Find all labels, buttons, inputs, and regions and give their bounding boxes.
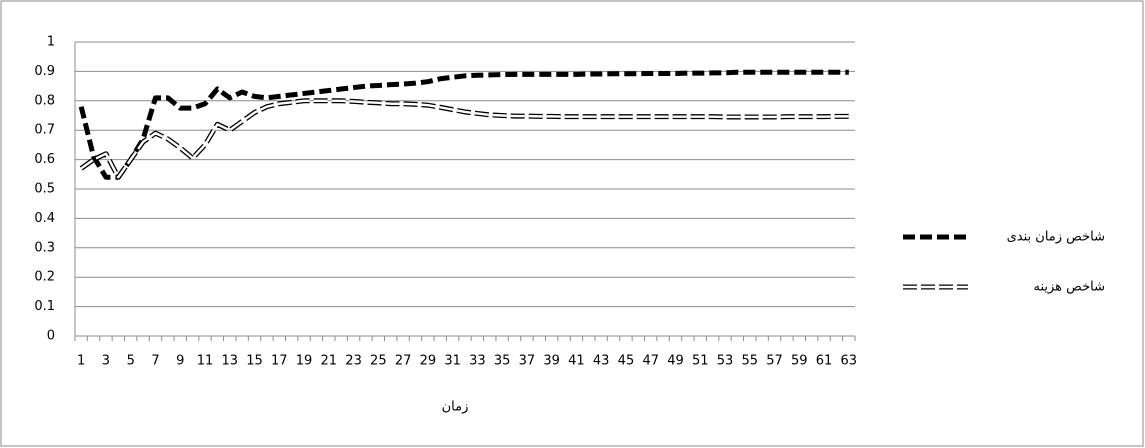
y-tick-label: 0.9	[34, 64, 55, 79]
x-tick-label: 45	[618, 354, 635, 369]
x-tick-label: 9	[176, 354, 184, 369]
series-line-inner	[80, 99, 849, 179]
x-tick-label: 61	[816, 354, 833, 369]
series-line	[78, 69, 849, 180]
y-tick-label: 1	[47, 35, 55, 50]
y-tick-label: 0.1	[34, 299, 55, 314]
x-tick-label: 63	[841, 354, 858, 369]
y-tick-label: 0.4	[34, 211, 55, 226]
x-tick-label: 15	[246, 354, 263, 369]
x-tick-label: 33	[469, 354, 486, 369]
x-tick-label: 17	[271, 354, 288, 369]
x-tick-label: 3	[102, 354, 110, 369]
x-tick-label: 53	[717, 354, 734, 369]
x-tick-label: 39	[543, 354, 560, 369]
y-tick-label: 0.5	[34, 182, 55, 197]
x-tick-label: 25	[370, 354, 387, 369]
x-tick-label: 31	[444, 354, 461, 369]
y-tick-label: 0.6	[34, 152, 55, 167]
x-tick-label: 55	[741, 354, 758, 369]
x-tick-label: 49	[667, 354, 684, 369]
x-tick-label: 23	[345, 354, 362, 369]
x-tick-label: 57	[766, 354, 783, 369]
y-tick-label: 0.3	[34, 240, 55, 255]
x-tick-label: 47	[642, 354, 659, 369]
x-tick-label: 19	[296, 354, 313, 369]
x-tick-label: 27	[395, 354, 412, 369]
y-tick-label: 0.8	[34, 93, 55, 108]
x-tick-label: 51	[692, 354, 709, 369]
y-tick-label: 0	[47, 329, 55, 344]
x-tick-label: 41	[568, 354, 585, 369]
x-tick-label: 21	[321, 354, 338, 369]
x-tick-label: 5	[127, 354, 135, 369]
x-tick-label: 35	[494, 354, 511, 369]
x-tick-label: 59	[791, 354, 808, 369]
x-tick-label: 1	[77, 354, 85, 369]
legend-label: شاخص زمان بندی	[1007, 230, 1105, 245]
y-tick-label: 0.7	[34, 123, 55, 138]
x-tick-label: 11	[197, 354, 214, 369]
x-tick-label: 29	[420, 354, 437, 369]
x-tick-label: 43	[593, 354, 610, 369]
x-tick-label: 37	[519, 354, 536, 369]
legend-label: شاخص هزینه	[1034, 280, 1106, 295]
x-axis-label: زمان	[442, 400, 469, 415]
x-tick-label: 13	[221, 354, 238, 369]
x-tick-label: 7	[151, 354, 159, 369]
y-tick-label: 0.2	[34, 270, 55, 285]
